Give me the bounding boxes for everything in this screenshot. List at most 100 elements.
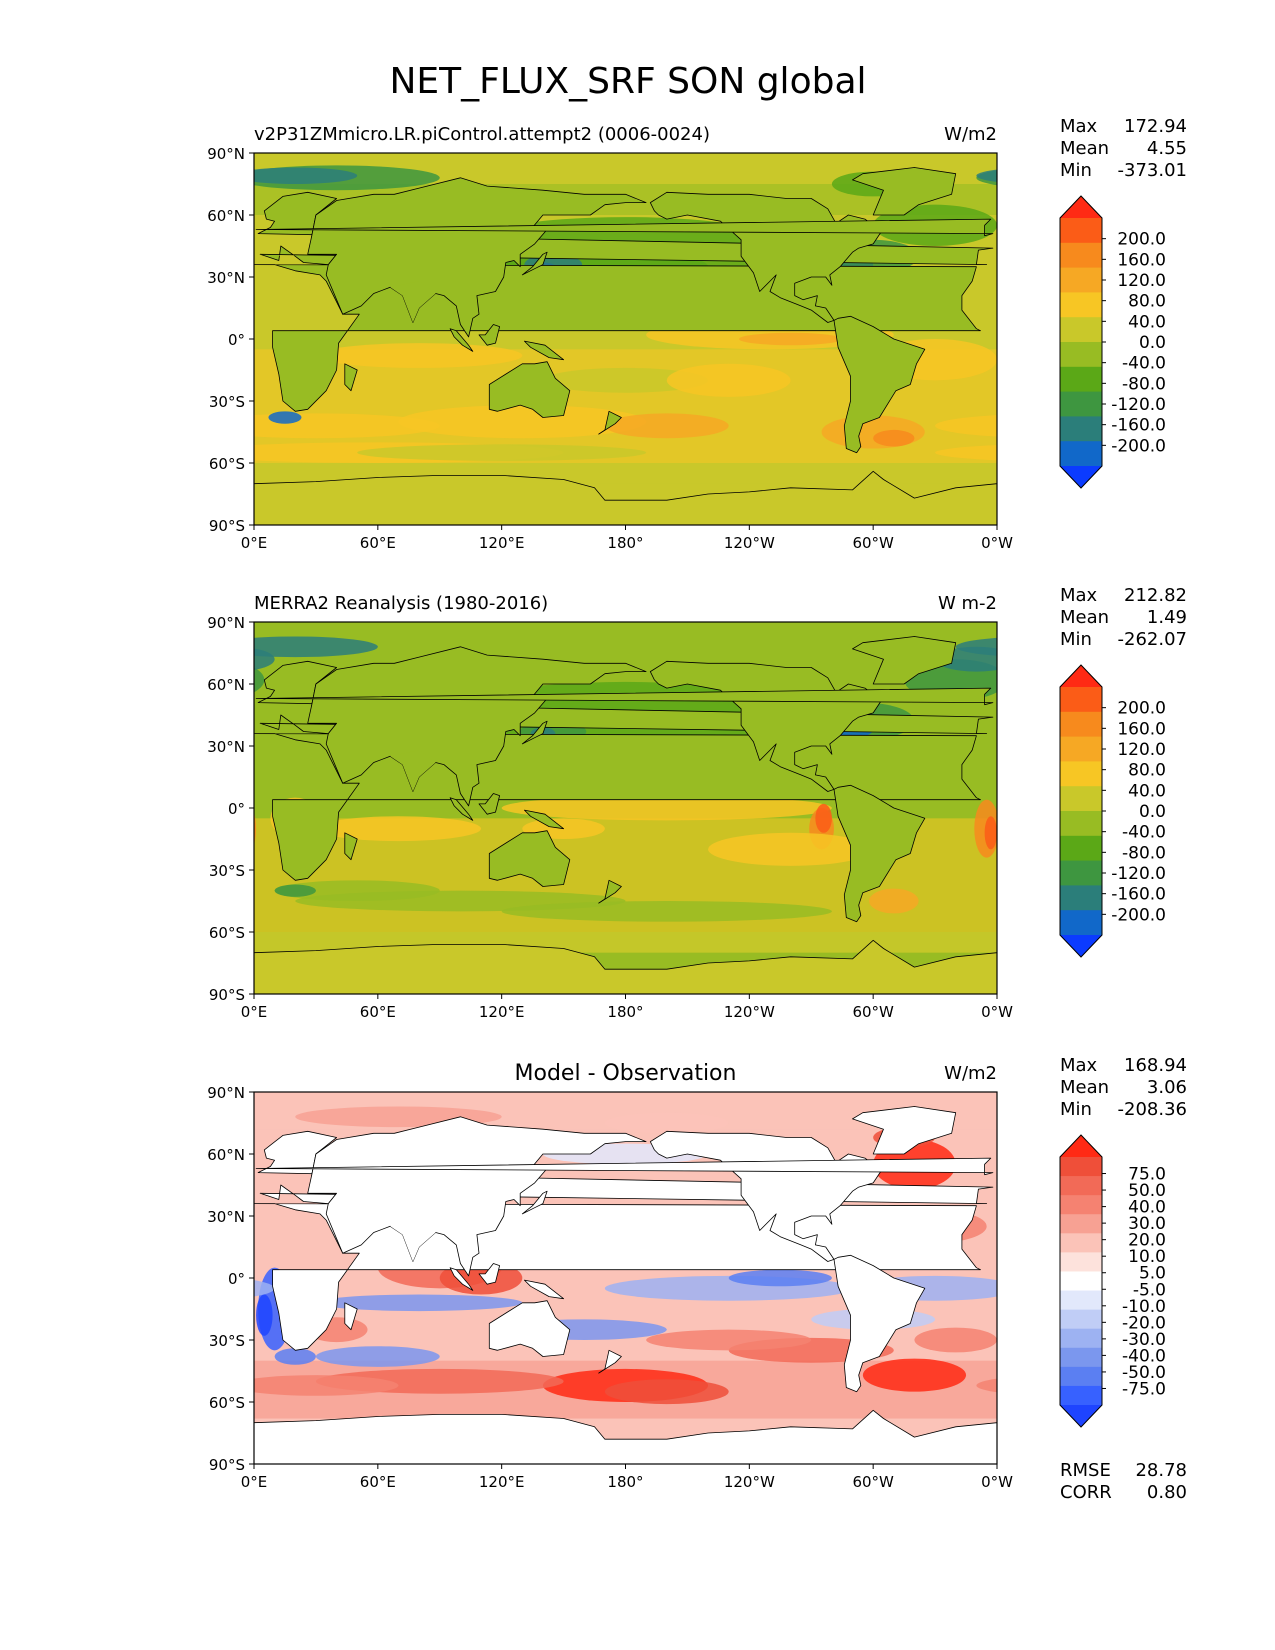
field-region — [254, 167, 358, 184]
field-region — [873, 429, 915, 447]
field-region — [274, 1348, 316, 1365]
colorbar-segment — [1060, 1176, 1102, 1196]
field-region — [254, 636, 378, 658]
lon-tick-label: 60°W — [852, 1473, 894, 1491]
lon-tick-label: 60°E — [360, 1473, 396, 1491]
colorbar-tick-label: -75.0 — [1122, 1379, 1166, 1399]
field-region — [728, 1269, 832, 1287]
colorbar-tick-label: 50.0 — [1128, 1181, 1166, 1201]
colorbar-segment — [1060, 1252, 1102, 1272]
colorbar-segment — [1060, 835, 1102, 862]
continent-antarctica — [254, 470, 997, 525]
colorbar-outline — [1059, 1134, 1103, 1428]
colorbar-segment — [1060, 416, 1102, 442]
lat-tick-label: 60°S — [209, 455, 245, 473]
field-region — [315, 343, 523, 368]
field-region — [604, 1112, 729, 1134]
lon-tick-label: 0°W — [981, 1003, 1013, 1021]
lat-tick-label: 30°S — [209, 862, 245, 880]
field-region — [914, 1327, 997, 1353]
map-field-difference — [254, 1092, 997, 1464]
colorbar-tick-label: -160.0 — [1111, 416, 1166, 436]
map-panel-reference: MERRA2 Reanalysis (1980-2016) W m-2 90°N 60… — [207, 585, 1187, 1021]
colorbar-extend-min — [1060, 1405, 1102, 1427]
lon-tick-label: 0°W — [981, 534, 1013, 552]
colorbar-tick-label: -80.0 — [1122, 374, 1166, 394]
colorbar-segment — [1060, 366, 1102, 393]
continent-new-guinea — [524, 809, 564, 830]
continent-new-guinea — [524, 340, 564, 361]
field-region — [242, 816, 254, 849]
stat-label: Min — [1060, 1099, 1092, 1120]
lon-tick-label: 180° — [607, 1003, 643, 1021]
field-region — [935, 444, 997, 461]
continent-south-america — [833, 784, 926, 923]
stat-value: -262.07 — [1118, 629, 1187, 650]
continent-madagascar — [344, 1302, 358, 1331]
panel-title: Model - Observation — [515, 1061, 737, 1086]
continent-antarctica — [254, 1409, 997, 1464]
field-region — [254, 667, 265, 693]
figure-title: NET_FLUX_SRF SON global — [389, 61, 866, 102]
continent-australia — [488, 361, 571, 418]
lon-tick-label: 60°W — [852, 1003, 894, 1021]
colorbar-extend-max — [1060, 665, 1102, 687]
lat-tick-label: 90°N — [207, 614, 245, 632]
continent-south-america — [833, 1254, 926, 1393]
continent-asia — [307, 177, 647, 338]
field-region — [862, 1358, 967, 1392]
field-region — [256, 1294, 273, 1336]
field-region — [935, 415, 997, 437]
lon-tick-label: 0°W — [981, 1473, 1013, 1491]
continent-sumatra — [449, 328, 474, 352]
colorbar-segment — [1060, 885, 1102, 911]
colorbar-tick-label: 160.0 — [1117, 719, 1166, 739]
field-region — [604, 413, 729, 439]
field-region — [604, 1379, 729, 1405]
lon-tick-label: 0°E — [241, 1003, 268, 1021]
field-region — [315, 816, 482, 842]
field-region — [501, 795, 832, 821]
field-region — [984, 816, 997, 850]
continent-madagascar — [344, 832, 358, 861]
lat-tick-label: 60°S — [209, 1394, 245, 1412]
colorbar-tick-label: 5.0 — [1139, 1264, 1166, 1284]
stat-value: 3.06 — [1147, 1077, 1187, 1098]
continent-india-fill — [390, 750, 436, 792]
field-region — [274, 884, 316, 897]
colorbar-tick-label: 200.0 — [1117, 230, 1166, 250]
colorbar-tick-label: -160.0 — [1111, 885, 1166, 905]
stat-value: 0.80 — [1147, 1482, 1187, 1503]
colorbar-segment — [1060, 218, 1102, 244]
continent-japan — [521, 720, 548, 745]
field-region — [254, 1375, 399, 1396]
colorbar-tick-label: -50.0 — [1122, 1363, 1166, 1383]
colorbar-tick-label: -5.0 — [1133, 1280, 1166, 1300]
field-region — [357, 444, 647, 461]
continent-india-fill — [390, 281, 436, 323]
continent-japan — [521, 1190, 548, 1215]
field-region — [976, 1378, 997, 1393]
lon-tick-label: 120°W — [724, 1473, 775, 1491]
lat-tick-label: 30°S — [209, 393, 245, 411]
colorbar-tick-label: 75.0 — [1128, 1165, 1166, 1185]
panel-units: W/m2 — [944, 124, 997, 145]
colorbar-tick-label: 160.0 — [1117, 250, 1166, 270]
lat-tick-label: 60°S — [209, 924, 245, 942]
colorbar-segment — [1060, 687, 1102, 713]
continent-sumatra — [449, 797, 474, 821]
colorbar-tick-label: -30.0 — [1122, 1330, 1166, 1350]
lon-tick-label: 60°W — [852, 534, 894, 552]
colorbar-tick-label: 200.0 — [1117, 699, 1166, 719]
colorbar-segment — [1060, 1195, 1102, 1215]
continent-australia — [488, 830, 571, 887]
colorbar-tick-label: 30.0 — [1128, 1214, 1166, 1234]
colorbar-tick-label: 20.0 — [1128, 1231, 1166, 1251]
colorbar-segment — [1060, 1366, 1102, 1387]
field-region — [955, 637, 997, 656]
colorbar-segment — [1060, 391, 1102, 417]
panel-units: W m-2 — [938, 593, 997, 614]
coastlines — [254, 167, 997, 525]
colorbar-segment — [1060, 1328, 1102, 1349]
stat-label: Max — [1060, 1055, 1098, 1076]
